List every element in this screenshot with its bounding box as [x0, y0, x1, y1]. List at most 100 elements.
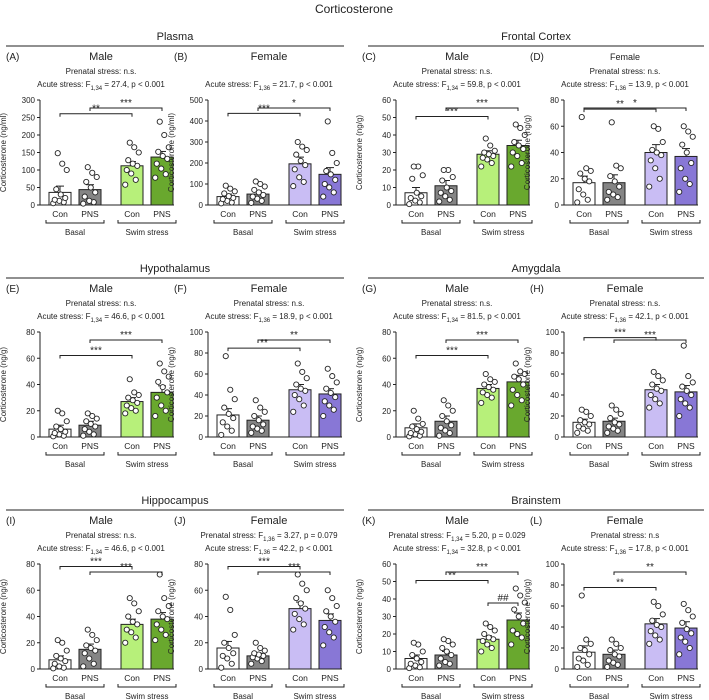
data-point [479, 389, 486, 396]
data-point [514, 152, 521, 160]
data-point [300, 621, 307, 628]
y-axis-label: Corticosterone (ng/g) [167, 579, 176, 654]
data-point [583, 165, 590, 172]
data-point [608, 402, 615, 409]
data-point [655, 373, 662, 380]
data-point [608, 636, 615, 643]
data-point [219, 419, 226, 426]
data-point [478, 163, 485, 170]
data-point [297, 600, 304, 607]
data-point [51, 660, 58, 667]
y-axis-label: Corticosterone (ng/g) [523, 579, 532, 654]
data-point [407, 194, 414, 202]
data-point [231, 188, 238, 195]
data-point [511, 373, 518, 380]
data-point [87, 644, 94, 652]
data-point [443, 418, 450, 425]
data-point [320, 412, 327, 420]
data-point [613, 162, 620, 169]
data-point [54, 150, 61, 157]
data-point [291, 610, 298, 617]
data-point [647, 157, 654, 164]
data-point [80, 432, 87, 439]
data-point [165, 373, 172, 380]
stats-text: Acute stress: F [561, 544, 614, 553]
y-axis-label: Corticosterone (ng/g) [355, 347, 364, 422]
y-tick-label: 0 [31, 665, 36, 674]
data-point [487, 142, 494, 149]
data-point [418, 658, 425, 666]
y-tick-label: 80 [550, 581, 559, 590]
y-tick-label: 0 [387, 665, 392, 674]
x-tick-label: PNS [437, 209, 455, 219]
stats-text: Acute stress: F [37, 80, 90, 89]
data-point [410, 639, 417, 646]
y-tick-label: 60 [194, 370, 203, 379]
data-point [293, 381, 300, 388]
data-point [161, 368, 168, 375]
x-tick-label: PNS [249, 673, 267, 683]
stats-line: Acute stress: F1,36 = 21.7, p < 0.001 [205, 80, 333, 92]
data-point [51, 430, 58, 437]
stats-text: Acute stress: F [561, 312, 614, 321]
data-point [487, 376, 494, 383]
data-point [128, 629, 135, 636]
stats-line: Acute stress: F1,36 = 13.9, p < 0.001 [561, 80, 689, 92]
significance-bracket [59, 566, 133, 570]
data-point [92, 189, 99, 196]
data-point [649, 617, 656, 624]
data-point [646, 640, 653, 647]
stats-subscript: 1,36 [263, 537, 275, 543]
data-point [90, 660, 97, 667]
data-point [297, 157, 304, 164]
data-point [577, 644, 584, 652]
data-point [487, 623, 494, 631]
y-tick-label: 10 [382, 648, 391, 657]
section-title-hypothalamus: Hypothalamus [140, 263, 211, 275]
data-point [299, 580, 306, 587]
x-tick-label: PNS [249, 209, 267, 219]
data-point [155, 608, 162, 615]
data-point [518, 397, 525, 404]
data-point [158, 402, 165, 409]
data-point [649, 381, 656, 388]
data-point [134, 399, 141, 406]
data-point [228, 660, 235, 667]
data-point [581, 175, 588, 182]
panel-sex-label: Female [607, 515, 644, 527]
x-tick-label: Con [648, 441, 664, 451]
data-point [326, 184, 333, 191]
y-tick-label: 60 [382, 560, 391, 569]
significance-label: *** [476, 98, 488, 109]
data-point [293, 595, 300, 602]
stats-text: Prenatal stress: n.s. [590, 67, 661, 76]
data-point [680, 600, 687, 607]
stats-line: Acute stress: F1,34 = 81.5, p < 0.001 [393, 312, 521, 324]
data-point [83, 642, 90, 649]
significance-bracket [415, 116, 489, 120]
stats-text: Prenatal stress: n.s. [66, 67, 137, 76]
y-tick-label: 200 [190, 159, 204, 168]
y-tick-label: 20 [382, 630, 391, 639]
data-point [92, 647, 99, 654]
data-point [83, 418, 90, 425]
significance-label: *** [258, 557, 270, 568]
data-point [442, 658, 449, 666]
data-point [62, 658, 69, 665]
data-point [580, 191, 587, 198]
data-point [89, 169, 96, 176]
significance-bracket [415, 580, 489, 584]
y-tick-label: 20 [550, 644, 559, 653]
panel-letter: (E) [6, 284, 19, 295]
data-point [613, 406, 620, 413]
data-point [650, 123, 657, 130]
y-tick-label: 200 [22, 131, 36, 140]
data-point [261, 647, 268, 654]
data-point [153, 394, 160, 401]
y-axis-label: Corticosterone (ng/g) [0, 579, 8, 654]
x-tick-label: PNS [321, 441, 339, 451]
stats-subscript: 1,36 [614, 86, 626, 92]
data-point [587, 412, 594, 420]
data-point [512, 121, 519, 128]
